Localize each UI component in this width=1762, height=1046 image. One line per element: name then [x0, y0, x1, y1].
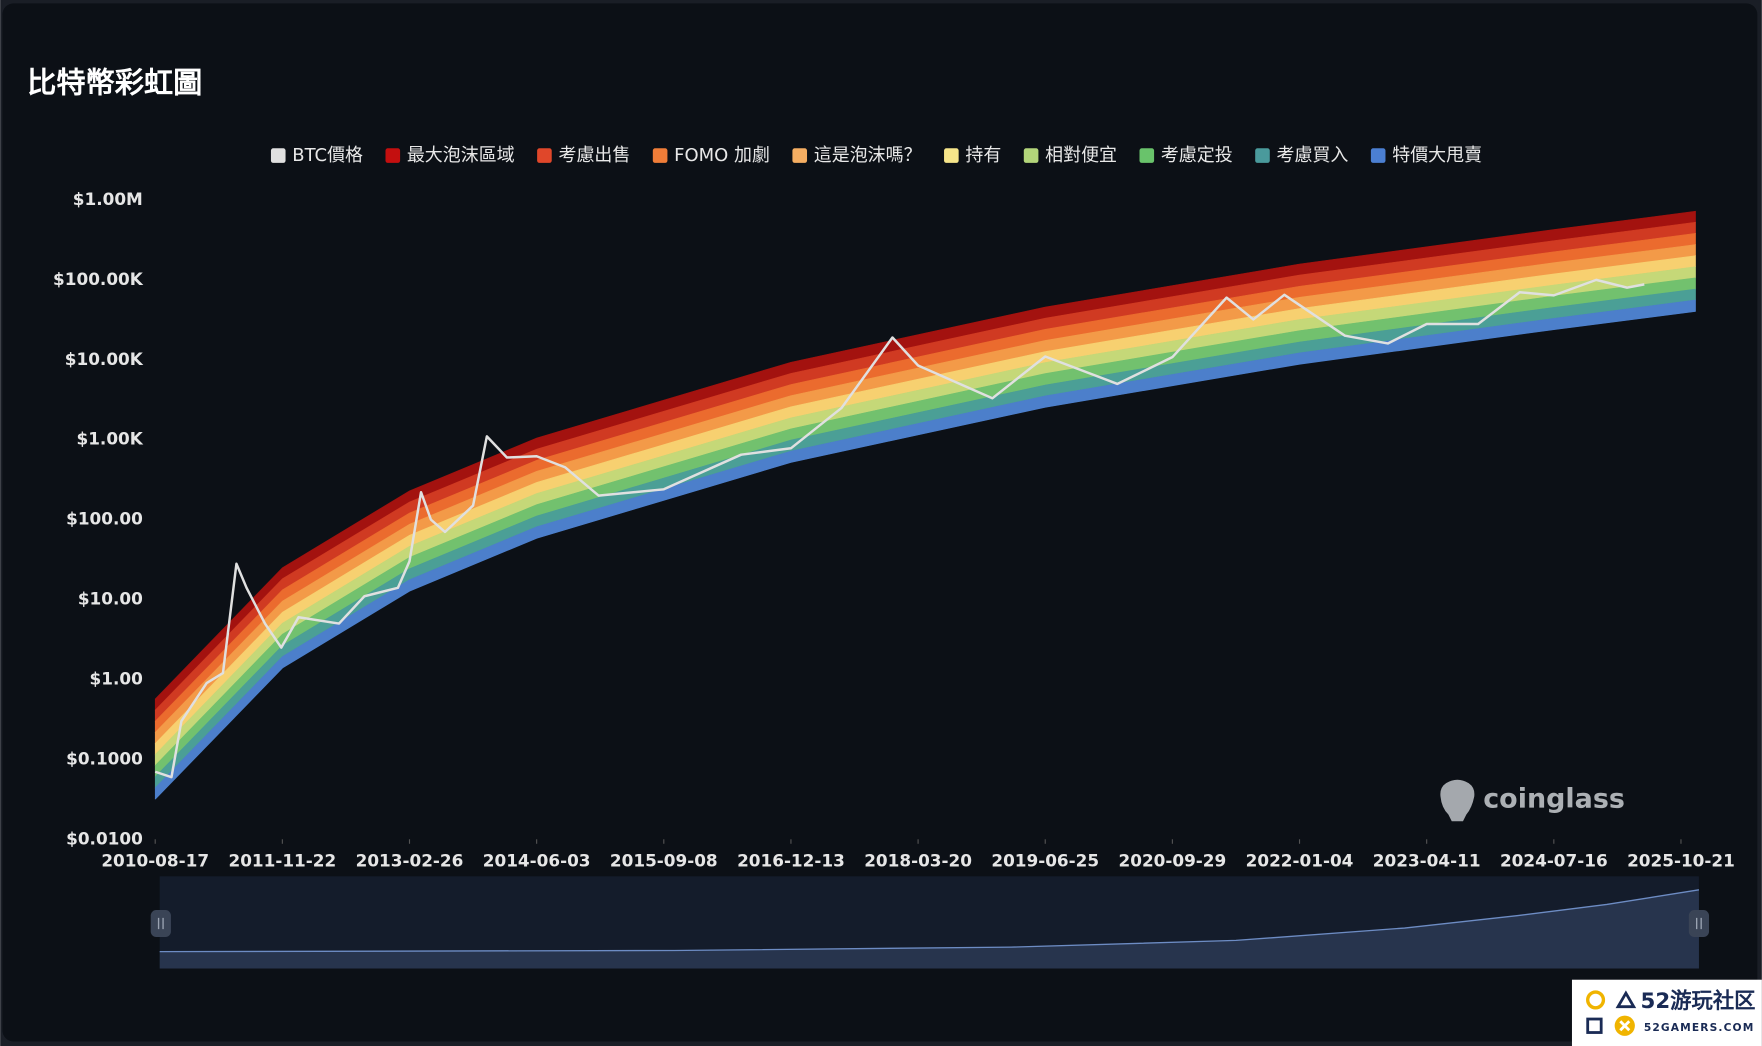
x-tick-label: 2022-01-04: [1246, 851, 1354, 871]
legend-label: 考慮出售: [558, 145, 630, 166]
legend-label: 相對便宜: [1045, 145, 1117, 166]
legend-swatch: [944, 148, 959, 163]
legend-item: 這是泡沫嗎？: [792, 145, 922, 166]
y-tick-label: $1.00K: [77, 429, 144, 449]
legend-item: 最大泡沫區域: [385, 145, 515, 166]
legend-item: 相對便宜: [1023, 145, 1117, 166]
site-url: 52GAMERS.COM: [1644, 1021, 1755, 1034]
legend-item: FOMO 加劇: [652, 145, 770, 166]
chart-title: 比特幣彩虹圖: [27, 65, 202, 99]
band-lower-edge: [154, 310, 1696, 800]
zoom-slider: [150, 876, 1710, 969]
slider-area: [159, 889, 1699, 969]
brand-icon: [1440, 779, 1475, 822]
legend-swatch: [652, 148, 668, 163]
legend-swatch: [270, 148, 286, 163]
legend-swatch: [1255, 148, 1270, 163]
plot: $0.0100 $0.1000 $1.00 $10.00 $100.00 $1.00K $1…: [53, 189, 1735, 871]
legend-swatch: [385, 148, 401, 163]
x-tick-label: 2023-04-11: [1373, 851, 1481, 871]
legend: BTC價格 最大泡沫區域 考慮出售 FOMO 加劇 這是泡沫嗎？ 持有 相對便宜 考慮定投 考慮…: [270, 145, 1482, 166]
badge-circle: [1586, 990, 1606, 1010]
y-tick-label: $1.00M: [73, 189, 143, 209]
y-tick-label: $0.0100: [66, 828, 143, 848]
slider-line: [159, 889, 1700, 953]
legend-item: 考慮出售: [537, 145, 630, 166]
legend-swatch: [1370, 148, 1386, 163]
x-tick-label: 2020-09-29: [1119, 851, 1227, 871]
x-tick-label: 2018-03-20: [864, 851, 972, 871]
legend-swatch: [792, 148, 808, 163]
x-tick-label: 2019-06-25: [991, 851, 1099, 871]
legend-item: 持有: [944, 145, 1001, 166]
x-tick-label: 2011-11-22: [228, 851, 336, 871]
slider-handle-left[interactable]: [150, 910, 171, 938]
legend-swatch: [1139, 148, 1155, 163]
y-tick-label: $10.00: [78, 589, 143, 609]
slider-handle-right[interactable]: [1688, 910, 1710, 938]
legend-item: 考慮定投: [1139, 145, 1233, 166]
legend-label: 最大泡沫區域: [407, 145, 515, 166]
legend-label: 考慮買入: [1277, 145, 1349, 166]
legend-label: 特價大甩賣: [1392, 145, 1482, 166]
x-tick-label: 2025-10-21: [1627, 851, 1735, 871]
legend-swatch: [537, 148, 552, 163]
legend-label: BTC價格: [292, 145, 363, 166]
legend-item: 考慮買入: [1255, 145, 1348, 166]
legend-item: BTC價格: [270, 145, 363, 166]
legend-label: 這是泡沫嗎？: [814, 145, 922, 166]
x-tick-label: 2015-09-08: [610, 851, 718, 871]
x-tick-label: 2010-08-17: [101, 851, 209, 871]
legend-label: 持有: [965, 145, 1001, 166]
price-line: [154, 278, 1645, 779]
legend-label: 考慮定投: [1161, 145, 1233, 166]
badge-square: [1586, 1017, 1603, 1034]
x-tick-label: 2013-02-26: [356, 851, 464, 871]
y-tick-label: $100.00: [66, 509, 143, 529]
badge-cross: [1619, 1020, 1631, 1032]
legend-item: 特價大甩賣: [1370, 145, 1482, 166]
y-tick-label: $10.00K: [65, 349, 144, 369]
brand-watermark: coinglass: [1440, 779, 1625, 822]
slider-grips: [157, 917, 1702, 930]
y-tick-label: $1.00: [90, 668, 143, 688]
legend-label: FOMO 加劇: [674, 145, 770, 166]
x-tick-label: 2016-12-13: [737, 851, 845, 871]
site-name: 52游玩社区: [1641, 988, 1756, 1014]
brand-text: coinglass: [1483, 783, 1625, 814]
site-watermark: 52游玩社区 52GAMERS.COM: [1571, 979, 1762, 1046]
site-badge: [1571, 979, 1762, 1046]
y-tick-label: $100.00K: [53, 269, 144, 289]
x-tick-label: 2014-06-03: [483, 851, 591, 871]
badge-triangle: [1615, 990, 1637, 1009]
y-tick-label: $0.1000: [66, 748, 143, 768]
x-tick-label: 2024-07-16: [1500, 851, 1608, 871]
legend-swatch: [1023, 148, 1039, 163]
